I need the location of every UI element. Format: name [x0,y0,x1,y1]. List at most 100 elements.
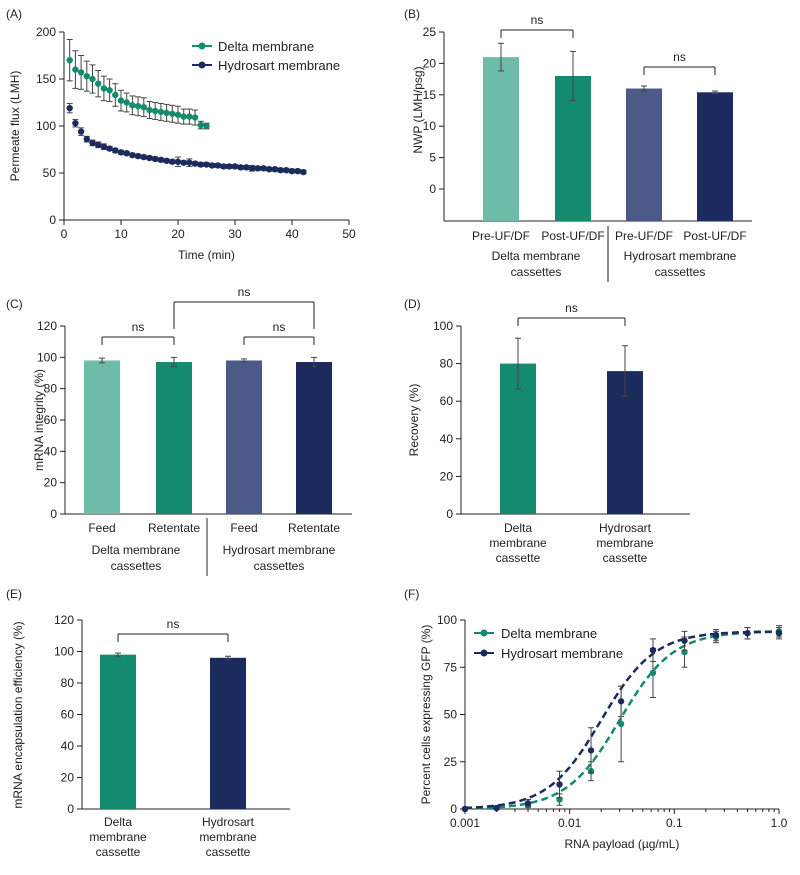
series-hydrosart [461,627,783,813]
y-tick-label: 100 [437,613,457,627]
y-tick-label: 200 [36,25,56,39]
x-tick-label: 10 [114,227,128,241]
data-point [294,167,301,175]
group-label: cassettes [655,265,706,279]
bar [210,657,246,809]
category-label: membrane [489,536,547,550]
panel-label: (A) [6,7,22,21]
data-point [587,747,595,754]
data-point [649,647,657,654]
data-point [163,109,170,117]
y-tick-label: 50 [43,166,57,180]
data-point [72,119,79,127]
recovery-y-tick-label: 60 [440,394,454,408]
integrity-y-tick-label: 20 [44,476,58,490]
data-point [260,165,267,172]
category-label: Hydrosart [202,815,255,829]
category-label: membrane [199,830,257,844]
bar [296,362,332,514]
encapsulation-y-tick-label: 80 [61,676,75,690]
data-point [123,150,130,157]
encapsulation-y-tick-label: 60 [61,708,75,722]
data-point [203,161,210,168]
data-point [112,147,119,154]
data-point [649,669,657,677]
panel-label: (F) [404,587,419,601]
x-tick-label: 50 [342,227,356,241]
sig-bracket-label: ns [673,50,686,64]
integrity-y-tick-label: 120 [37,319,57,333]
category-label: cassette [496,551,541,565]
bar [626,88,662,222]
x-tick-label: 30 [228,227,242,241]
x-axis-title: Time (min) [178,248,235,262]
x-axis-title: RNA payload (µg/mL) [564,837,679,851]
group-label: Hydrosart membrane [624,249,737,263]
legend-swatch-marker [480,649,488,657]
data-point [283,166,290,174]
y-axis-title: Percent cells expressing GFP (%) [419,625,433,805]
data-point [493,804,500,812]
y-tick-label: 25 [444,755,458,769]
data-point [277,166,284,174]
data-point [100,143,108,150]
legend-swatch-marker [198,42,206,50]
data-point [169,158,176,165]
data-point [106,145,113,152]
data-point [112,91,119,99]
group-label: cassettes [111,559,162,573]
category-label: Delta [504,521,532,535]
recovery-y-title: Recovery (%) [407,384,421,457]
integrity-y-tick-label: 0 [50,507,57,521]
panel-b-nwp-chart: (B) 0 5 10 15 20 25 NWP (LMH/psg) Pre-UF/DF Post-… [404,7,752,282]
data-point [157,156,165,164]
data-point [100,85,108,92]
category-label: Delta [104,815,132,829]
panel-label: (D) [404,297,421,311]
nwp-y-tick-label: 10 [423,119,437,133]
data-point [220,163,227,170]
data-point [129,151,136,159]
data-point [95,80,102,87]
sig-bracket-label: ns [167,617,180,631]
panel-label: (E) [6,587,22,601]
y-tick-label: 100 [36,119,56,133]
category-label: Feed [230,521,257,535]
data-point [77,128,85,135]
data-point [83,72,91,80]
data-point [117,97,125,104]
encapsulation-y-tick-label: 120 [54,613,74,627]
category-label: cassette [603,551,648,565]
data-point [95,141,102,148]
data-point [271,166,279,173]
fit-curve [464,630,779,810]
group-label: cassettes [511,265,562,279]
data-point [744,630,751,637]
panel-label: (B) [404,7,420,21]
data-point [152,155,159,163]
data-point [248,165,256,172]
data-point [146,106,153,114]
nwp-y-tick-label: 5 [429,151,436,165]
encapsulation-y-tick-label: 0 [67,802,74,816]
y-tick-label: 50 [444,708,458,722]
x-tick-label: 0 [61,227,68,241]
y-tick-label: 0 [49,213,56,227]
data-point [123,99,130,106]
data-point [300,168,307,176]
data-point [191,160,199,167]
recovery-y-tick-label: 20 [440,469,454,483]
data-point [117,149,125,156]
data-point [140,104,147,111]
data-point [712,631,720,639]
x-tick-label: 0.001 [450,816,480,830]
y-tick-label: 0 [450,802,457,816]
group-label: Hydrosart membrane [223,543,336,557]
category-label: Post-UF/DF [683,229,746,243]
data-point [243,164,250,171]
data-point [66,57,73,64]
integrity-y-title: mRNA integrity (%) [32,369,46,471]
integrity-y-tick-label: 100 [37,350,57,364]
